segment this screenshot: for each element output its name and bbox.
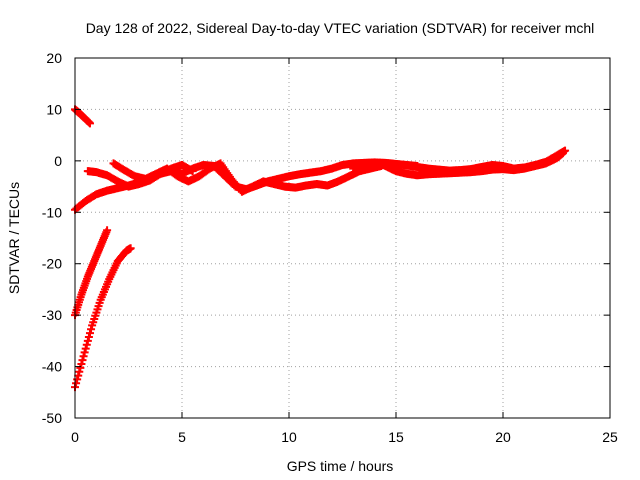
- data-point: [85, 329, 94, 338]
- y-tick-label: -20: [42, 256, 62, 272]
- data-point: [126, 244, 135, 253]
- data-point: [72, 379, 81, 388]
- x-axis-label: GPS time / hours: [287, 458, 394, 474]
- data-point: [82, 340, 91, 349]
- plot-border: [74, 57, 611, 419]
- data-point: [79, 352, 88, 361]
- y-tick-label: 0: [54, 153, 62, 169]
- x-tick-label: 25: [602, 429, 618, 445]
- data-point: [73, 375, 82, 384]
- data-point: [81, 344, 90, 353]
- data-point: [76, 363, 85, 372]
- data-point: [87, 325, 96, 334]
- y-tick-label: -30: [42, 307, 62, 323]
- series-s8: [349, 146, 570, 175]
- y-tick-label: 10: [46, 101, 62, 117]
- chart-title: Day 128 of 2022, Sidereal Day-to-day VTE…: [86, 20, 595, 36]
- grid: [75, 58, 610, 418]
- y-axis-label: SDTVAR / TECUs: [6, 182, 22, 294]
- y-tick-label: 20: [46, 50, 62, 66]
- y-tick-label: -50: [42, 410, 62, 426]
- data-point: [85, 119, 94, 128]
- y-tick-label: -10: [42, 204, 62, 220]
- data-point: [74, 371, 83, 380]
- x-tick-label: 5: [178, 429, 186, 445]
- series-s6: [109, 159, 386, 196]
- data-point: [83, 336, 92, 345]
- x-tick-label: 10: [281, 429, 297, 445]
- y-tick-label: -40: [42, 359, 62, 375]
- data-point: [103, 226, 112, 235]
- data-point: [561, 146, 570, 155]
- data-point: [78, 356, 87, 365]
- data-point: [84, 333, 93, 341]
- data-point: [80, 348, 89, 357]
- x-tick-label: 15: [388, 429, 404, 445]
- x-tick-label: 20: [495, 429, 511, 445]
- data-point: [75, 367, 84, 376]
- axis-ticks: 0 5 10 15 20 25 -50 -40 -30 -20 -10 0 10 20: [42, 50, 618, 445]
- data-point: [77, 360, 86, 368]
- x-tick-label: 0: [71, 429, 79, 445]
